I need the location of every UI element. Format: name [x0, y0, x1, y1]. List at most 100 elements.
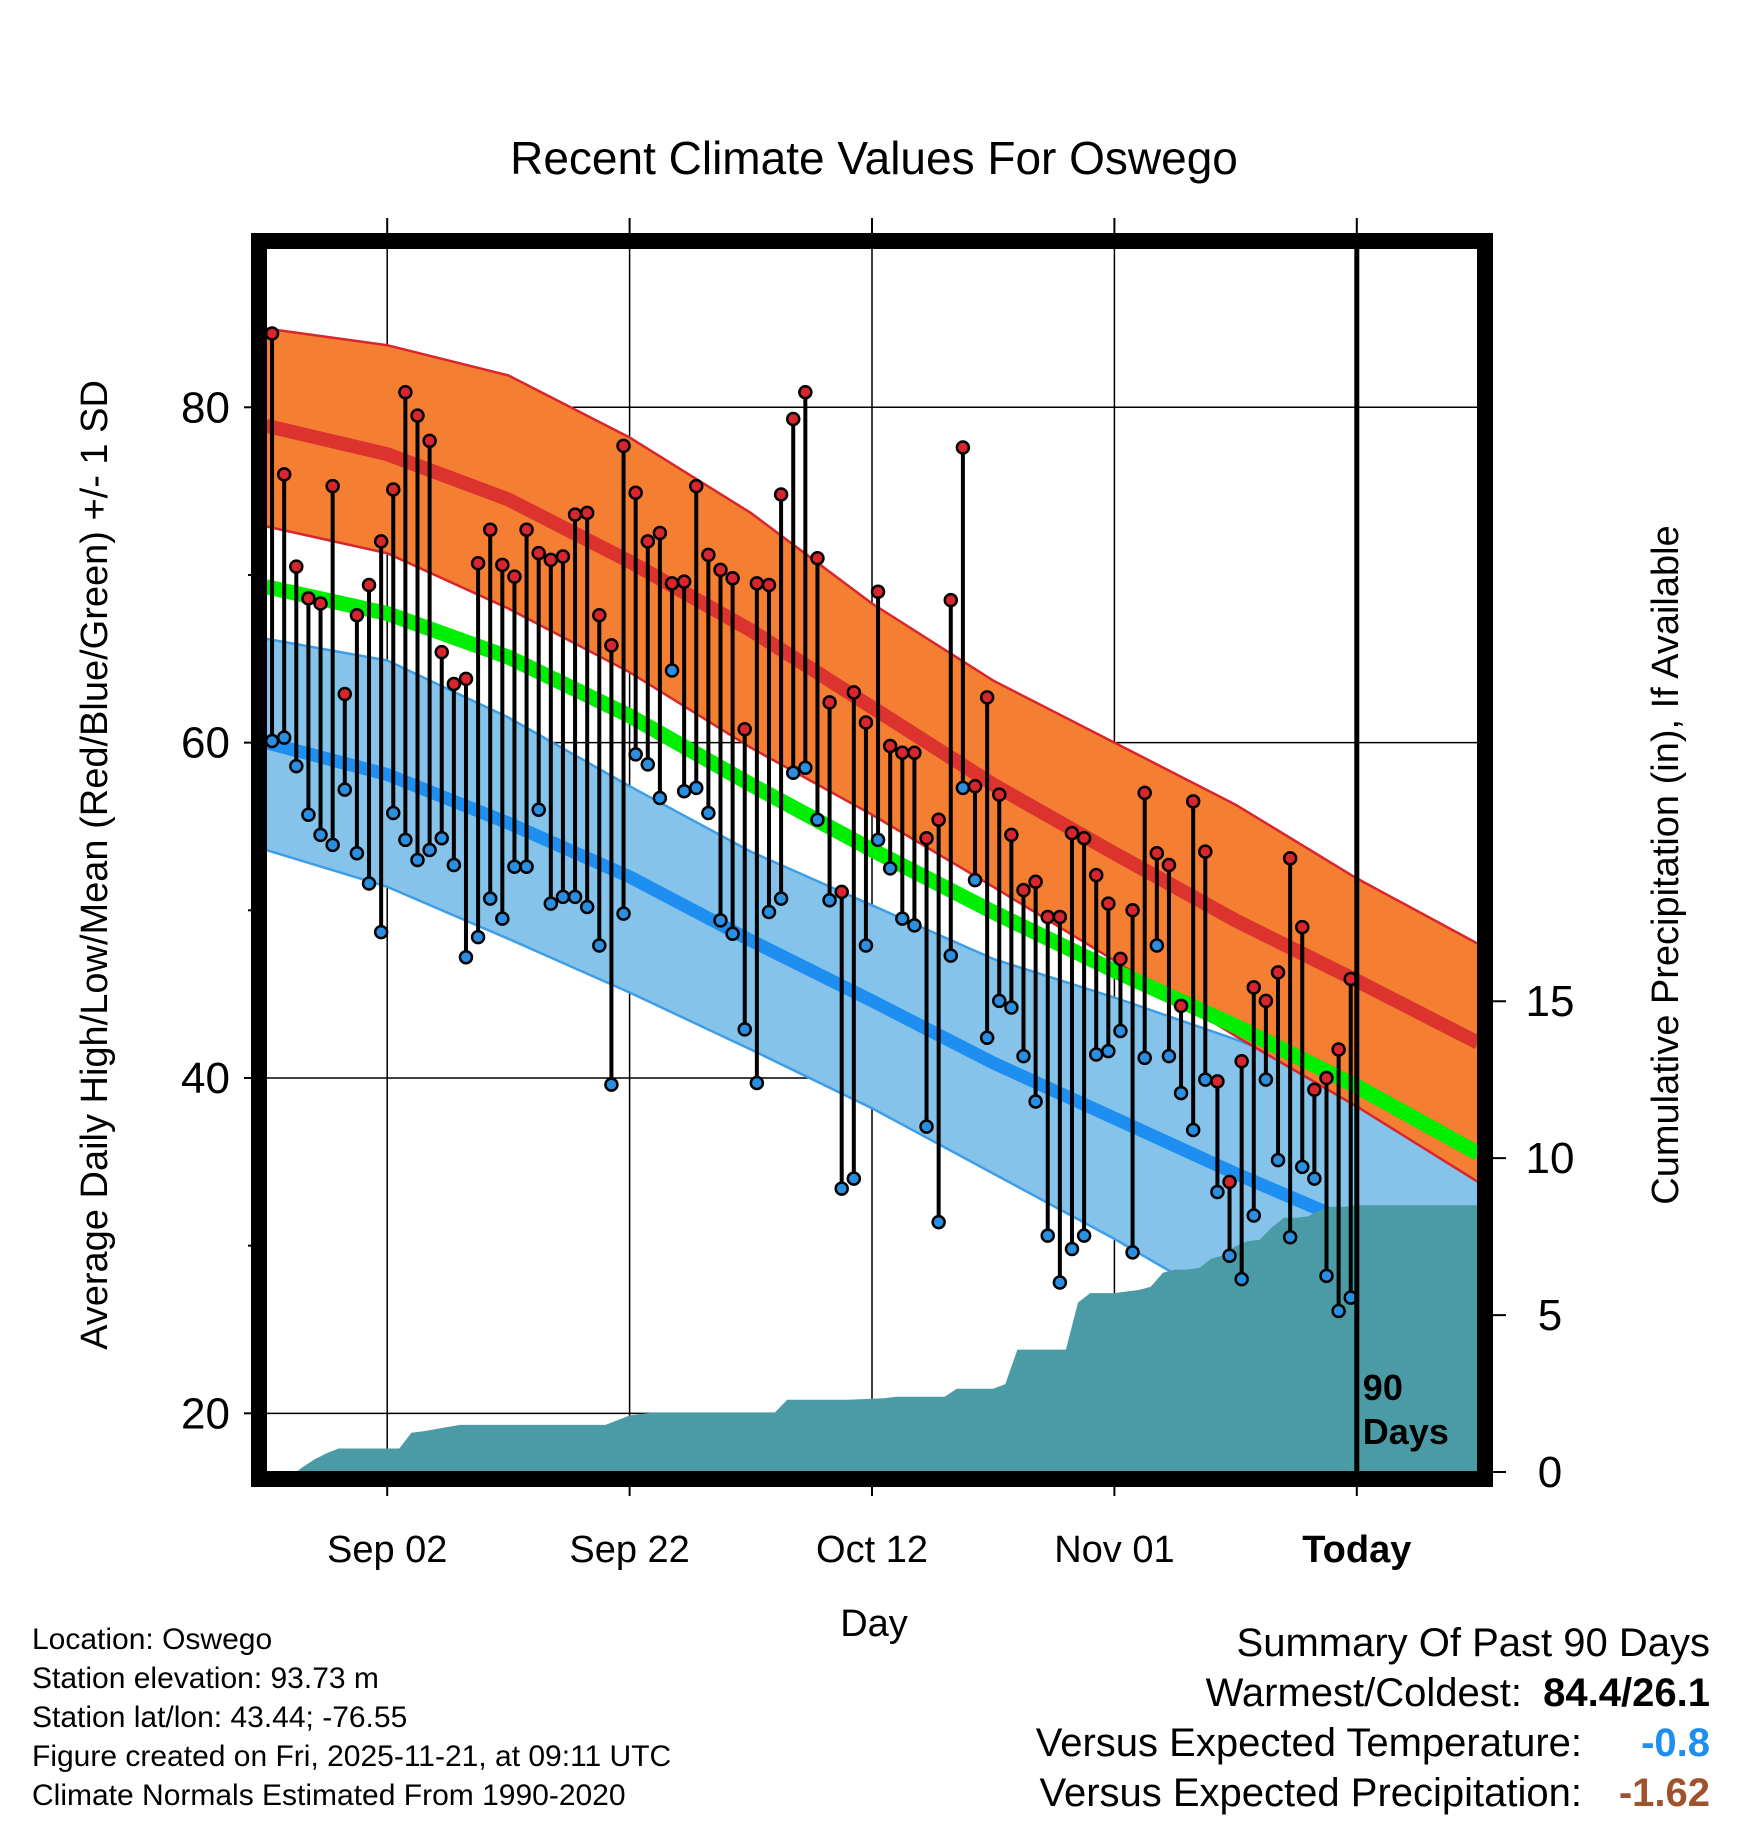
- chart-title: Recent Climate Values For Oswego: [510, 132, 1238, 184]
- daily-low-point: [1222, 1248, 1237, 1263]
- daily-high-point: [337, 686, 353, 702]
- daily-low-point: [482, 891, 498, 906]
- daily-low-point: [761, 904, 777, 920]
- daily-low-point: [579, 899, 595, 915]
- daily-high-point: [870, 584, 886, 599]
- daily-high-point: [895, 745, 910, 760]
- daily-high-point: [749, 576, 765, 591]
- daily-low-point: [1064, 1241, 1080, 1257]
- y2-tick-label: 15: [1526, 977, 1575, 1026]
- x-tick-label: Today: [1302, 1529, 1411, 1571]
- daily-high-point: [422, 433, 437, 449]
- daily-high-point: [1185, 794, 1201, 809]
- daily-high-point: [289, 559, 304, 574]
- daily-low-point: [1173, 1085, 1189, 1101]
- daily-high-point: [967, 778, 983, 794]
- daily-high-point: [313, 596, 328, 611]
- daily-low-point: [1040, 1228, 1055, 1243]
- daily-low-point: [1076, 1228, 1092, 1243]
- daily-low-point: [1319, 1268, 1334, 1284]
- daily-high-point: [858, 715, 874, 730]
- daily-low-point: [882, 861, 898, 876]
- daily-low-point: [410, 852, 425, 868]
- y-tick-label: 80: [181, 383, 230, 432]
- daily-high-point: [266, 326, 280, 341]
- daily-low-point: [1161, 1048, 1177, 1064]
- daily-high-point: [567, 507, 583, 522]
- daily-high-point: [834, 884, 849, 900]
- y-tick-label: 40: [181, 1054, 230, 1103]
- daily-low-point: [301, 807, 316, 822]
- daily-low-point: [1331, 1303, 1346, 1319]
- summary-warmest-row: Warmest/Coldest: 84.4/26.1: [1036, 1668, 1710, 1718]
- daily-high-point: [543, 552, 559, 568]
- daily-high-point: [664, 576, 680, 591]
- daily-high-point: [1161, 857, 1177, 873]
- daily-high-point: [676, 574, 692, 589]
- daily-low-point: [1258, 1072, 1274, 1087]
- daily-low-point: [1198, 1072, 1213, 1087]
- daily-low-point: [289, 758, 304, 774]
- x-tick-label: Nov 01: [1054, 1529, 1174, 1571]
- daily-low-point: [266, 733, 280, 749]
- daily-low-point: [931, 1214, 946, 1230]
- warmest-label: Warmest/Coldest:: [1205, 1671, 1522, 1715]
- today-marker-days-label: Days: [1363, 1411, 1449, 1452]
- daily-low-point: [1185, 1122, 1201, 1138]
- daily-high-point: [1064, 825, 1080, 841]
- daily-high-point: [1295, 919, 1310, 935]
- daily-high-point: [810, 550, 825, 566]
- daily-high-point: [1076, 830, 1092, 846]
- daily-low-point: [943, 948, 959, 963]
- daily-low-point: [725, 926, 740, 942]
- daily-low-point: [713, 913, 728, 928]
- location-text: Location: Oswego: [32, 1623, 273, 1656]
- daily-high-point: [555, 549, 571, 564]
- daily-low-point: [749, 1075, 765, 1091]
- daily-high-point: [1149, 846, 1165, 861]
- daily-high-point: [822, 695, 837, 710]
- daily-high-point: [1052, 909, 1068, 925]
- daily-high-point: [761, 577, 777, 593]
- daily-high-point: [531, 545, 546, 561]
- daily-low-point: [434, 830, 449, 846]
- daily-low-point: [737, 1022, 752, 1037]
- daily-high-point: [1222, 1174, 1237, 1190]
- precip-label: Versus Expected Precipitation:: [1039, 1771, 1582, 1815]
- daily-low-point: [1149, 938, 1165, 953]
- daily-low-point: [1028, 1094, 1043, 1109]
- daily-high-point: [628, 485, 643, 501]
- daily-high-point: [725, 571, 740, 586]
- daily-high-point: [1088, 867, 1104, 883]
- daily-low-point: [1307, 1171, 1322, 1186]
- summary-title: Summary Of Past 90 Days: [1236, 1621, 1710, 1665]
- normal-high-line: [266, 418, 1478, 1050]
- temp-label: Versus Expected Temperature:: [1035, 1721, 1582, 1765]
- daily-high-point: [979, 690, 995, 705]
- daily-high-point: [446, 676, 462, 692]
- daily-high-point: [470, 555, 486, 571]
- daily-low-point: [895, 911, 910, 926]
- daily-high-point: [482, 522, 498, 537]
- daily-high-point: [373, 534, 389, 549]
- daily-low-point: [967, 872, 983, 888]
- normal-high-band: [266, 328, 1478, 1182]
- daily-low-point: [1113, 1023, 1128, 1039]
- daily-low-point: [810, 812, 825, 828]
- summary-precip-row: Versus Expected Precipitation: -1.62: [1036, 1768, 1710, 1818]
- daily-low-point: [373, 924, 389, 940]
- daily-low-point: [992, 993, 1007, 1009]
- x-tick-label: Sep 02: [327, 1529, 447, 1571]
- x-axis-label: Day: [840, 1603, 908, 1645]
- daily-low-point: [555, 889, 571, 905]
- daily-high-point: [592, 607, 607, 623]
- daily-low-point: [446, 857, 462, 873]
- normal-high-lower-edge: [266, 525, 1478, 1183]
- daily-high-point: [652, 525, 668, 541]
- daily-high-point: [640, 534, 656, 549]
- daily-high-point: [1125, 903, 1140, 918]
- station-info: Location: Oswego Station elevation: 93.7…: [32, 1620, 671, 1815]
- daily-low-point: [1234, 1271, 1249, 1287]
- daily-high-point: [579, 505, 595, 521]
